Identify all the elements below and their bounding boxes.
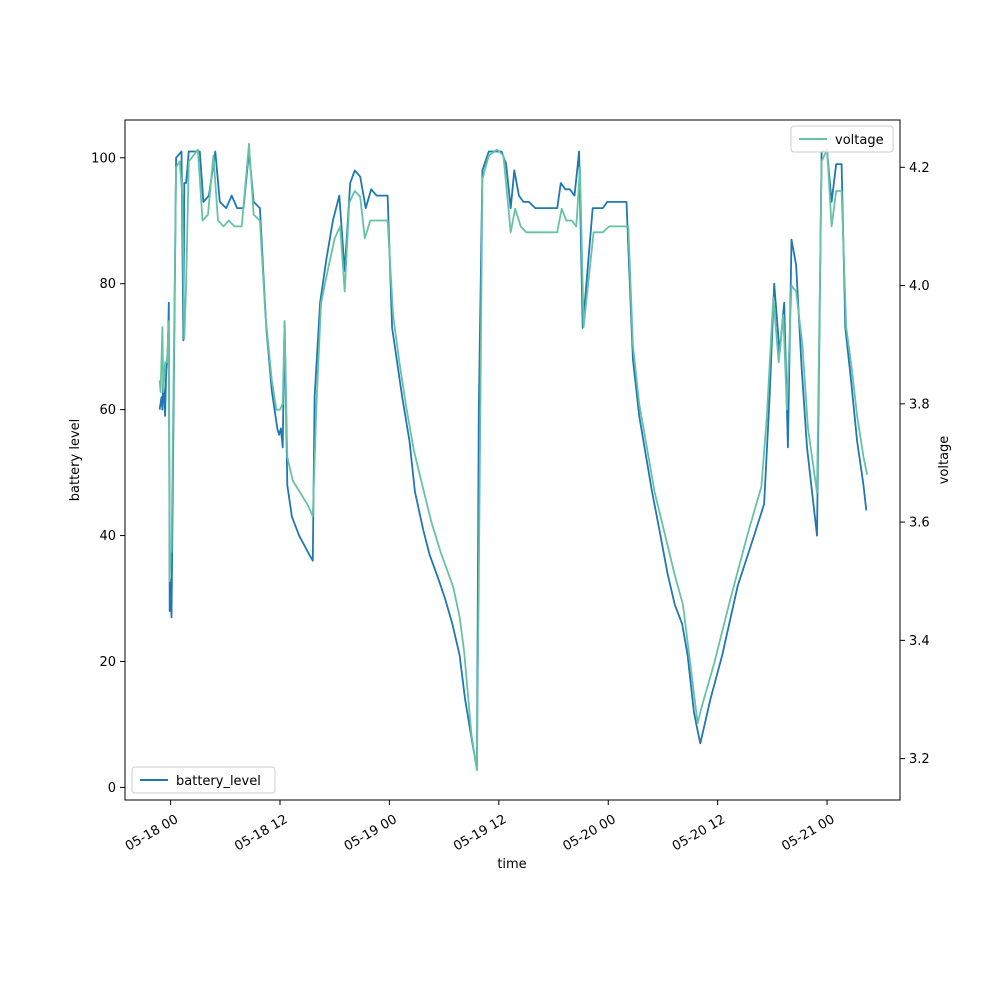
right-y-tick-label: 3.6 xyxy=(909,516,930,531)
right-y-axis: 3.2 3.4 3.6 3.8 4.0 4.2 xyxy=(900,161,930,767)
right-y-tick-label: 4.0 xyxy=(909,279,930,294)
left-y-tick-label: 20 xyxy=(99,655,116,670)
left-y-tick-label: 80 xyxy=(99,277,116,292)
legend-box xyxy=(790,125,894,153)
right-y-tick-label: 4.2 xyxy=(909,161,930,176)
right-y-tick-label: 3.8 xyxy=(909,397,930,412)
right-y-tick-label: 3.4 xyxy=(909,634,930,649)
axes-frame xyxy=(124,119,901,801)
legend-label: voltage xyxy=(835,133,884,148)
legend-label: battery_level xyxy=(176,774,261,789)
left-y-axis: 0 20 40 60 80 100 xyxy=(91,151,125,796)
left-y-axis-title: battery level xyxy=(68,419,83,502)
plot-lines xyxy=(158,142,869,772)
legend-voltage: voltage xyxy=(790,125,894,153)
right-y-tick-label: 3.2 xyxy=(909,752,930,767)
series-line-voltage xyxy=(158,142,869,772)
axes-border xyxy=(124,119,901,801)
legend-box xyxy=(131,766,276,794)
left-y-tick-label: 40 xyxy=(99,529,116,544)
left-y-tick-label: 0 xyxy=(108,781,116,796)
legend-battery-level: battery_level xyxy=(131,766,276,794)
x-axis-title: time xyxy=(497,857,526,872)
right-y-axis-title: voltage xyxy=(937,436,952,485)
left-y-tick-label: 100 xyxy=(91,151,116,166)
left-y-tick-label: 60 xyxy=(99,403,116,418)
